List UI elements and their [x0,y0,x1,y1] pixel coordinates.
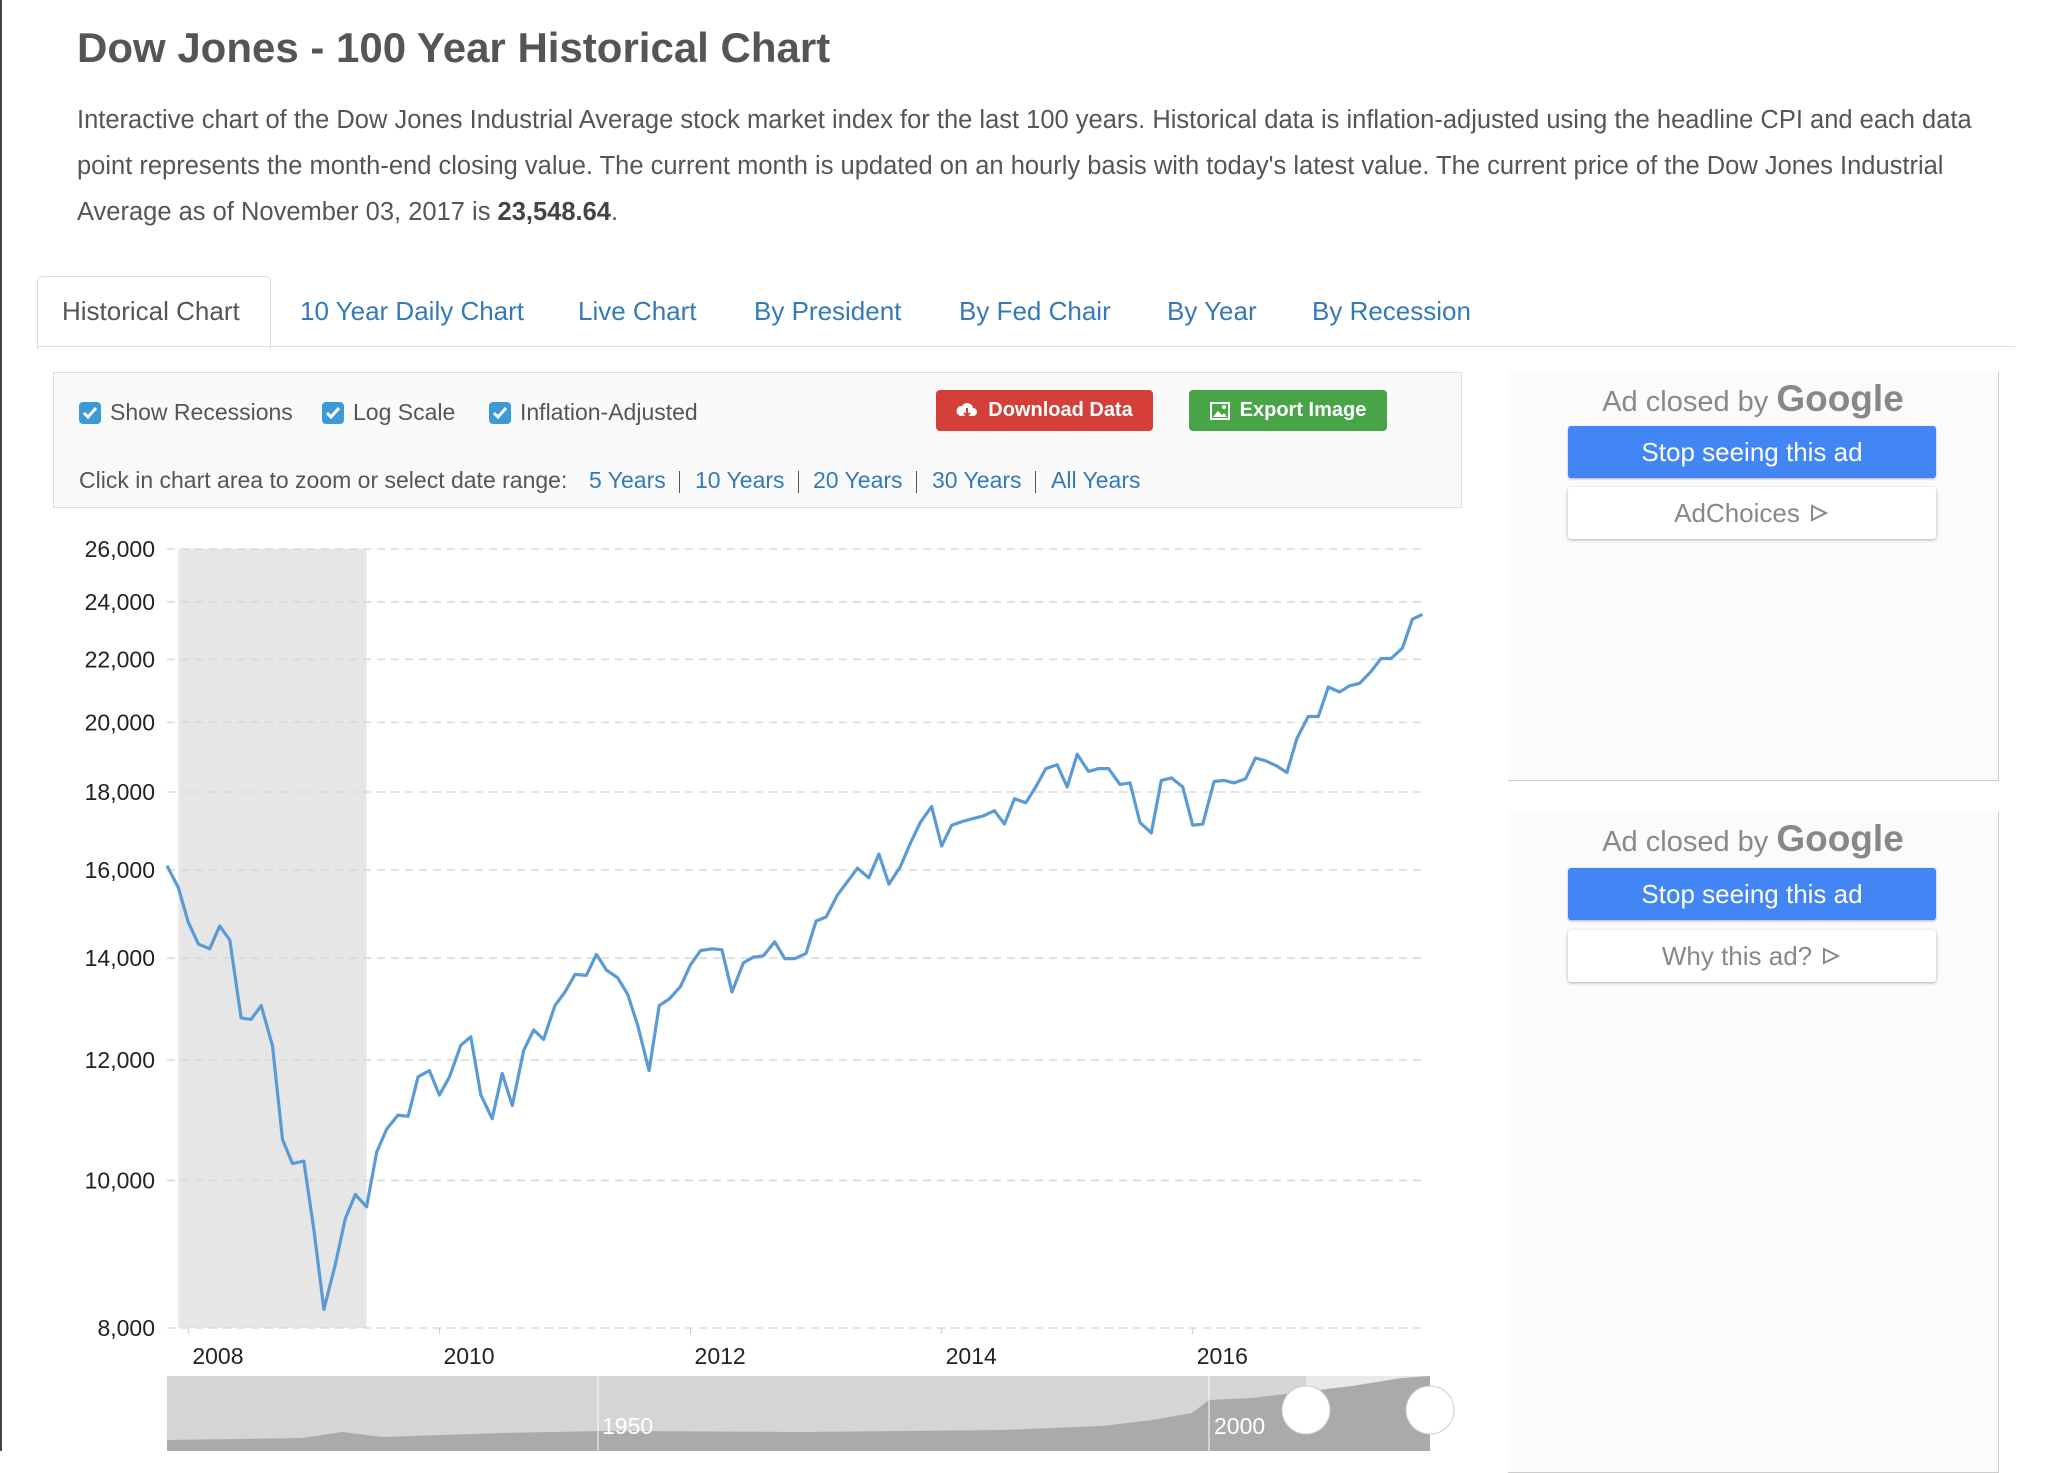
ad-box: Ad closed by Google Stop seeing this ad … [1508,812,1999,1473]
x-tick-label: 2012 [695,1343,746,1369]
option-label: Inflation-Adjusted [520,399,698,425]
y-tick-label: 12,000 [85,1047,155,1073]
image-icon [1209,401,1230,420]
chart[interactable]: 8,000 10,000 12,000 14,000 16,000 18,000 20,00… [2,520,1482,1451]
ad-closed-text: Ad closed by [1602,826,1769,858]
ad-info-button[interactable]: AdChoices [1568,487,1936,539]
navigator-label: 2000 [1214,1413,1265,1439]
play-icon [1810,504,1829,522]
x-tick-label: 2014 [946,1343,997,1369]
y-tick-label: 26,000 [85,536,155,562]
option[interactable]: Log Scale [321,399,455,426]
play-icon [1823,947,1841,965]
download-label: Download Data [988,399,1133,421]
navigator: 1950 2000 [167,1376,1455,1451]
tab[interactable]: By President [754,296,902,326]
separator [1035,471,1036,493]
export-button[interactable]: Export Image [1189,390,1387,431]
ad-closed: Ad closed by Google [1508,378,1998,420]
y-tick-label: 20,000 [85,709,155,735]
range-link[interactable]: 10 Years [695,467,785,493]
description: Interactive chart of the Dow Jones Indus… [77,97,1977,235]
y-tick-label: 22,000 [85,646,155,672]
separator [916,471,917,493]
tab[interactable]: 10 Year Daily Chart [300,296,525,326]
tab[interactable]: Historical Chart [62,296,240,326]
tab[interactable]: Live Chart [578,296,697,326]
ad-info-button[interactable]: Why this ad? [1568,930,1936,982]
range-link[interactable]: All Years [1051,467,1141,493]
y-tick-label: 24,000 [85,589,155,615]
y-tick-label: 14,000 [85,945,155,971]
ad-brand: Google [1776,818,1904,859]
data-line [165,612,1424,1311]
ad-closed-text: Ad closed by [1602,386,1769,418]
navigator-area [167,1376,1430,1451]
y-tick-label: 10,000 [85,1168,155,1194]
checkbox[interactable] [78,401,102,425]
checkbox[interactable] [488,401,512,425]
export-label: Export Image [1239,399,1367,421]
navigator-handle[interactable] [1405,1385,1455,1435]
active-tab [37,276,271,350]
ad-brand: Google [1776,378,1904,419]
checkbox[interactable] [321,401,345,425]
description-end: . [611,198,619,226]
download-button[interactable]: Download Data [936,390,1153,431]
ad-box: Ad closed by Google Stop seeing this ad … [1508,372,1999,781]
tab[interactable]: By Fed Chair [959,296,1111,326]
option-label: Log Scale [353,399,456,425]
recession-band [178,549,367,1328]
ad-info-label: AdChoices [1674,497,1800,528]
x-tick-label: 2008 [192,1343,243,1369]
option[interactable]: Show Recessions [78,399,293,426]
tab-line [37,346,2015,347]
tab[interactable]: By Year [1167,296,1257,326]
x-tick-label: 2016 [1197,1343,1248,1369]
ad-closed: Ad closed by Google [1508,818,1998,860]
stop-ad-button[interactable]: Stop seeing this ad [1568,426,1936,478]
navigator-handle[interactable] [1281,1385,1331,1435]
option[interactable]: Inflation-Adjusted [488,399,698,426]
separator [679,471,680,493]
tab[interactable]: By Recession [1312,296,1471,326]
ad-info-label: Why this ad? [1661,940,1813,971]
stop-ad-button[interactable]: Stop seeing this ad [1568,868,1936,920]
y-tick-label: 16,000 [85,857,155,883]
option-label: Show Recessions [110,399,293,425]
x-tick-label: 2010 [443,1343,494,1369]
separator [798,471,799,493]
page-title: Dow Jones - 100 Year Historical Chart [77,24,831,71]
current-price: 23,548.64 [497,198,611,226]
cloud-icon [956,402,978,417]
description-text: Interactive chart of the Dow Jones Indus… [77,106,1972,226]
navigator-label: 1950 [602,1413,653,1439]
range-link[interactable]: 5 Years [589,467,666,493]
range-link[interactable]: 20 Years [813,467,903,493]
y-tick-label: 8,000 [97,1315,155,1341]
range-prompt: Click in chart area to zoom or select da… [79,467,568,493]
range-link[interactable]: 30 Years [932,467,1022,493]
y-tick-label: 18,000 [85,779,155,805]
